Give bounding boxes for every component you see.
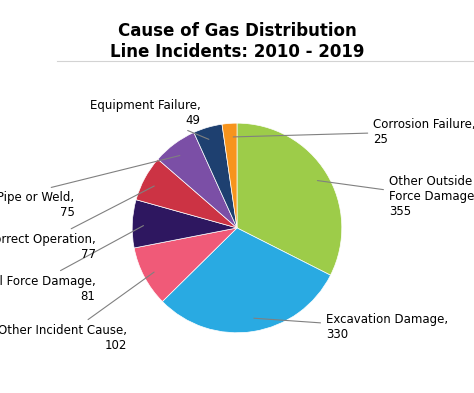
Wedge shape (163, 228, 330, 333)
Text: Material Failure of Pipe or Weld,
75: Material Failure of Pipe or Weld, 75 (0, 156, 180, 219)
Text: Other Outside
Force Damage,
355: Other Outside Force Damage, 355 (318, 175, 474, 218)
Text: Excavation Damage,
330: Excavation Damage, 330 (254, 314, 448, 342)
Wedge shape (237, 123, 342, 275)
Text: Incorrect Operation,
77: Incorrect Operation, 77 (0, 186, 154, 261)
Wedge shape (222, 123, 237, 228)
Title: Cause of Gas Distribution
Line Incidents: 2010 - 2019: Cause of Gas Distribution Line Incidents… (110, 22, 364, 61)
Wedge shape (132, 200, 237, 248)
Wedge shape (158, 132, 237, 228)
Wedge shape (194, 124, 237, 228)
Text: Equipment Failure,
49: Equipment Failure, 49 (90, 99, 209, 140)
Text: Natural Force Damage,
81: Natural Force Damage, 81 (0, 226, 144, 303)
Text: Other Incident Cause,
102: Other Incident Cause, 102 (0, 272, 154, 352)
Wedge shape (136, 159, 237, 228)
Wedge shape (134, 228, 237, 301)
Text: Corrosion Failure,
25: Corrosion Failure, 25 (233, 118, 474, 145)
